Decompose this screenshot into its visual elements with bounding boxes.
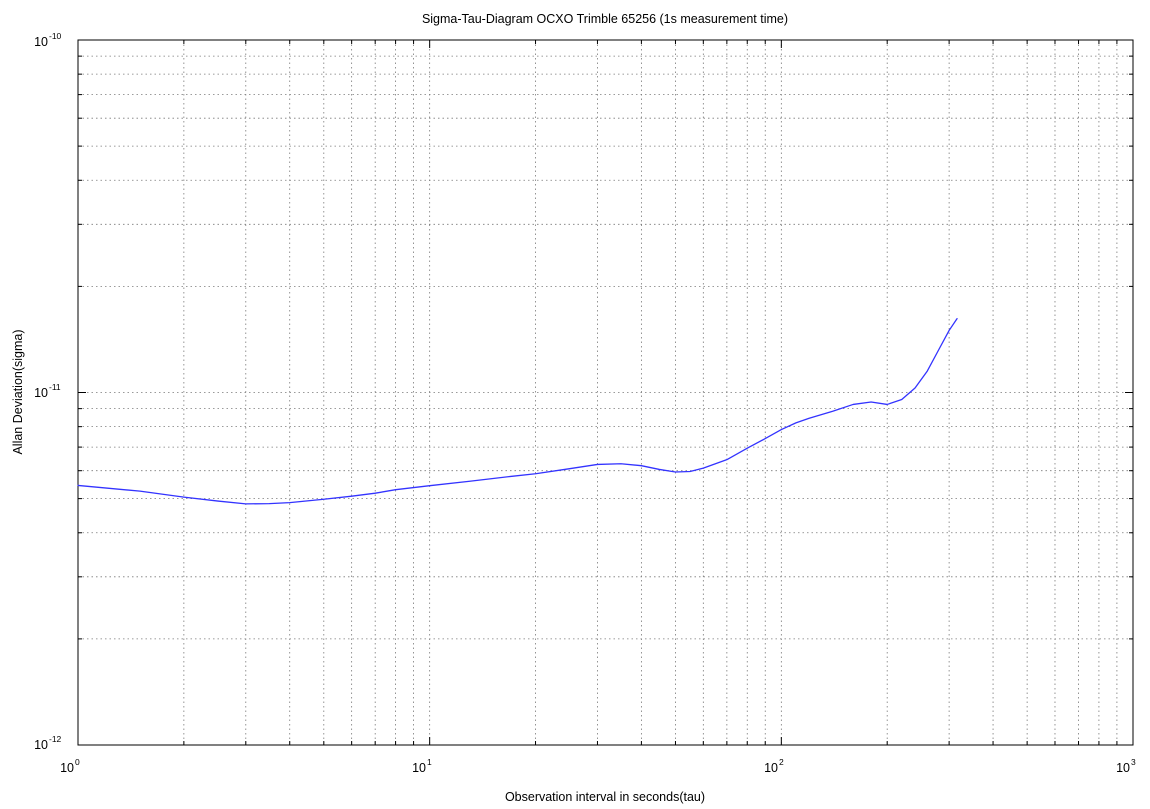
y-tick-label-exponent: -12: [49, 734, 62, 744]
y-tick-label: 10 -11: [34, 382, 61, 400]
x-tick-label-base: 10: [764, 761, 778, 775]
x-tick-label-exponent: 1: [427, 757, 432, 767]
allan-deviation-line: [77, 318, 958, 505]
x-tick-label-base: 10: [1116, 761, 1130, 775]
y-tick-label: 10 -12: [34, 734, 61, 752]
x-tick-label-base: 10: [412, 761, 426, 775]
x-tick-label-exponent: 3: [1131, 757, 1136, 767]
x-tick-label: 10 0: [60, 757, 80, 775]
y-tick-label-base: 10: [34, 738, 48, 752]
y-tick-label-exponent: -11: [49, 382, 61, 392]
x-tick-label: 10 3: [1116, 757, 1136, 775]
chart-title: Sigma-Tau-Diagram OCXO Trimble 65256 (1s…: [422, 12, 788, 26]
grid: [78, 40, 1133, 745]
y-tick-label: 10 -10: [34, 31, 61, 49]
y-tick-label-base: 10: [34, 386, 48, 400]
x-tick-label-exponent: 0: [75, 757, 80, 767]
x-tick-label: 10 2: [764, 757, 784, 775]
series-layer: [77, 318, 958, 505]
y-tick-label-exponent: -10: [49, 31, 62, 41]
x-tick-label-exponent: 2: [779, 757, 784, 767]
y-tick-label-base: 10: [34, 35, 48, 49]
x-tick-label-base: 10: [60, 761, 74, 775]
x-tick-label: 10 1: [412, 757, 432, 775]
x-axis-label: Observation interval in seconds(tau): [505, 790, 705, 804]
axis-ticks: [77, 39, 1134, 746]
y-axis-label: Allan Deviation(sigma): [11, 329, 25, 454]
